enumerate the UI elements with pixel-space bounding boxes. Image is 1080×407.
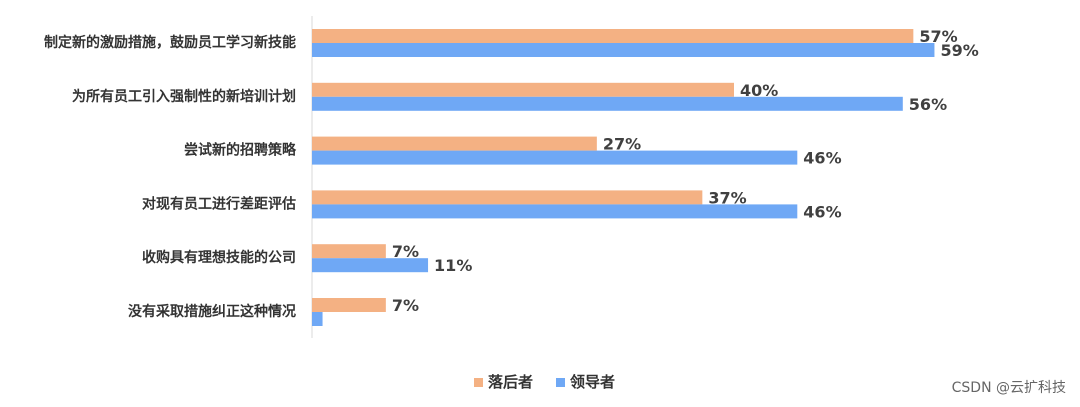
data-label-s0-1: 40% bbox=[740, 81, 778, 100]
data-label-s0-0: 57% bbox=[919, 27, 957, 46]
bar-s0-3 bbox=[312, 190, 703, 205]
data-label-s1-0: 59% bbox=[940, 41, 978, 60]
category-label-5: 没有采取措施纠正这种情况 bbox=[128, 303, 296, 320]
category-label-4: 收购具有理想技能的公司 bbox=[142, 249, 296, 266]
bar-s1-5 bbox=[312, 312, 323, 326]
bars-group: 制定新的激励措施，鼓励员工学习新技能 57%59% 为所有员工引入强制性的新培训计划… bbox=[44, 27, 979, 326]
bar-s0-2 bbox=[312, 136, 597, 151]
data-label-s0-5: 7% bbox=[392, 296, 419, 315]
data-label-s0-2: 27% bbox=[603, 135, 641, 154]
bar-s0-5 bbox=[312, 298, 386, 312]
data-label-s1-2: 46% bbox=[803, 149, 841, 168]
legend: 落后者 领导者 bbox=[474, 373, 615, 391]
bar-s0-1 bbox=[312, 82, 734, 97]
data-label-s0-3: 37% bbox=[708, 188, 746, 207]
data-label-s1-1: 56% bbox=[909, 95, 947, 114]
category-label-2: 尝试新的招聘策略 bbox=[184, 142, 297, 159]
watermark: CSDN @云扩科技 bbox=[951, 380, 1066, 396]
bar-s1-1 bbox=[312, 96, 903, 111]
legend-swatch-0 bbox=[474, 378, 483, 387]
legend-label-0: 落后者 bbox=[488, 373, 533, 391]
legend-swatch-1 bbox=[556, 378, 565, 387]
category-label-1: 为所有员工引入强制性的新培训计划 bbox=[72, 88, 296, 105]
category-label-0: 制定新的激励措施，鼓励员工学习新技能 bbox=[44, 34, 296, 51]
bar-s1-2 bbox=[312, 150, 798, 165]
data-label-s1-3: 46% bbox=[803, 202, 841, 221]
bar-s0-0 bbox=[312, 29, 914, 43]
bar-s1-3 bbox=[312, 204, 798, 219]
bar-s1-0 bbox=[312, 43, 935, 57]
bar-s1-4 bbox=[312, 258, 429, 273]
data-label-s0-4: 7% bbox=[392, 242, 419, 261]
legend-label-1: 领导者 bbox=[569, 373, 615, 391]
bar-s0-4 bbox=[312, 244, 386, 259]
data-label-s1-4: 11% bbox=[434, 256, 472, 275]
category-label-3: 对现有员工进行差距评估 bbox=[142, 195, 296, 212]
